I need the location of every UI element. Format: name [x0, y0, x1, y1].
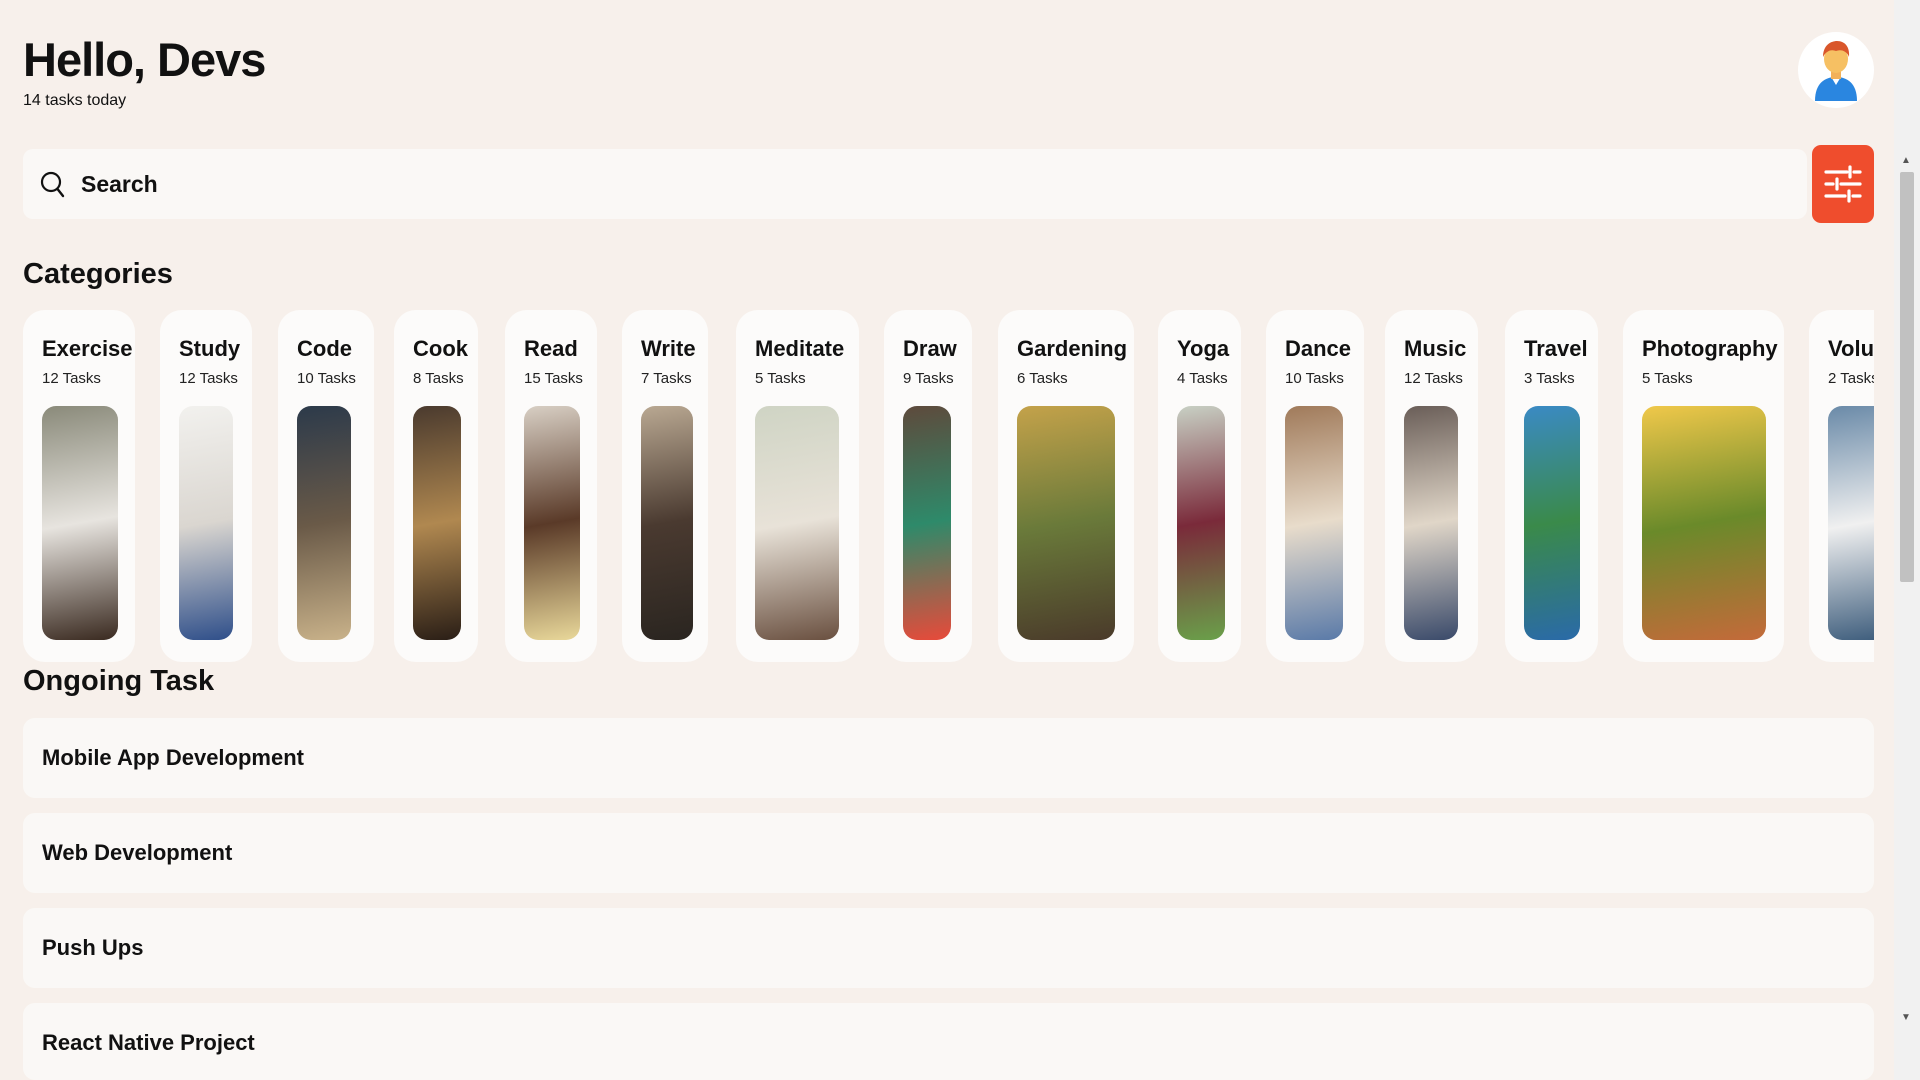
ongoing-task-heading: Ongoing Task: [23, 665, 215, 697]
scroll-down-arrow-icon[interactable]: ▼: [1901, 1012, 1911, 1023]
task-name: Web Development: [42, 840, 233, 865]
category-task-count: 15 Tasks: [524, 370, 583, 387]
ongoing-task-item[interactable]: Push Ups: [23, 908, 1874, 988]
category-task-count: 12 Tasks: [179, 370, 238, 387]
avatar[interactable]: [1798, 32, 1874, 108]
search-input[interactable]: Search: [23, 149, 1807, 219]
category-card[interactable]: Photography 5 Tasks: [1623, 310, 1784, 662]
category-image: [1285, 406, 1343, 640]
category-name: Photography: [1642, 336, 1778, 361]
categories-heading: Categories: [23, 258, 173, 290]
category-card[interactable]: Yoga 4 Tasks: [1158, 310, 1241, 662]
category-image: [1177, 406, 1225, 640]
category-name: Dance: [1285, 336, 1352, 361]
category-name: Study: [179, 336, 241, 361]
category-image: [1524, 406, 1580, 640]
task-name: Mobile App Development: [42, 745, 304, 770]
scrollbar[interactable]: ▲ ▼: [1894, 0, 1920, 1080]
greeting-title: Hello, Devs: [23, 33, 266, 86]
category-task-count: 5 Tasks: [1642, 370, 1693, 387]
category-name: Read: [524, 336, 578, 361]
category-image: [755, 406, 839, 640]
category-image: [524, 406, 580, 640]
category-card[interactable]: Exercise 12 Tasks: [23, 310, 135, 662]
category-image: [42, 406, 118, 640]
task-name: React Native Project: [42, 1030, 255, 1055]
ongoing-task-item[interactable]: Web Development: [23, 813, 1874, 893]
category-name: Exercise: [42, 336, 133, 361]
categories-carousel[interactable]: Exercise 12 Tasks Study 12 Tasks Code 10 Task…: [23, 310, 1874, 662]
category-card[interactable]: Code 10 Tasks: [278, 310, 374, 662]
category-name: Yoga: [1177, 336, 1230, 361]
category-image: [413, 406, 461, 640]
category-image: [1404, 406, 1458, 640]
category-task-count: 6 Tasks: [1017, 370, 1068, 387]
category-name: Volunteer: [1828, 336, 1874, 361]
category-task-count: 12 Tasks: [1404, 370, 1463, 387]
category-image: [641, 406, 693, 640]
scroll-up-arrow-icon[interactable]: ▲: [1901, 155, 1911, 166]
category-card[interactable]: Study 12 Tasks: [160, 310, 252, 662]
category-task-count: 8 Tasks: [413, 370, 464, 387]
category-card[interactable]: Cook 8 Tasks: [394, 310, 478, 662]
category-task-count: 4 Tasks: [1177, 370, 1228, 387]
category-task-count: 10 Tasks: [297, 370, 356, 387]
category-name: Draw: [903, 336, 957, 361]
category-task-count: 7 Tasks: [641, 370, 692, 387]
category-task-count: 12 Tasks: [42, 370, 101, 387]
category-name: Cook: [413, 336, 468, 361]
category-name: Gardening: [1017, 336, 1128, 361]
category-card[interactable]: Gardening 6 Tasks: [998, 310, 1134, 662]
search-icon: [40, 171, 65, 198]
category-task-count: 5 Tasks: [755, 370, 806, 387]
category-image: [179, 406, 233, 640]
category-name: Meditate: [755, 336, 845, 361]
ongoing-task-item[interactable]: React Native Project: [23, 1003, 1874, 1080]
category-card[interactable]: Volunteer 2 Tasks: [1809, 310, 1874, 662]
category-image: [1017, 406, 1115, 640]
category-card[interactable]: Meditate 5 Tasks: [736, 310, 859, 662]
category-task-count: 10 Tasks: [1285, 370, 1344, 387]
category-name: Travel: [1524, 336, 1588, 361]
category-image: [903, 406, 951, 640]
category-card[interactable]: Write 7 Tasks: [622, 310, 708, 662]
user-avatar-icon: [1815, 41, 1857, 101]
ongoing-task-item[interactable]: Mobile App Development: [23, 718, 1874, 798]
category-task-count: 9 Tasks: [903, 370, 954, 387]
category-card[interactable]: Dance 10 Tasks: [1266, 310, 1364, 662]
category-card[interactable]: Travel 3 Tasks: [1505, 310, 1598, 662]
task-name: Push Ups: [42, 935, 144, 960]
category-task-count: 3 Tasks: [1524, 370, 1575, 387]
scrollbar-thumb[interactable]: [1900, 172, 1914, 582]
filter-button[interactable]: [1812, 145, 1874, 223]
category-card[interactable]: Music 12 Tasks: [1385, 310, 1478, 662]
category-task-count: 2 Tasks: [1828, 370, 1874, 387]
category-card[interactable]: Read 15 Tasks: [505, 310, 597, 662]
search-placeholder: Search: [81, 170, 158, 197]
tasks-today-subtitle: 14 tasks today: [23, 92, 127, 109]
category-image: [1828, 406, 1874, 640]
sliders-icon: [1824, 165, 1862, 203]
category-name: Code: [297, 336, 352, 361]
category-name: Write: [641, 336, 696, 361]
category-image: [1642, 406, 1766, 640]
task-app-page: Hello, Devs 14 tasks today Search Catego…: [23, 0, 1874, 1080]
category-image: [297, 406, 351, 640]
category-name: Music: [1404, 336, 1467, 361]
category-card[interactable]: Draw 9 Tasks: [884, 310, 972, 662]
